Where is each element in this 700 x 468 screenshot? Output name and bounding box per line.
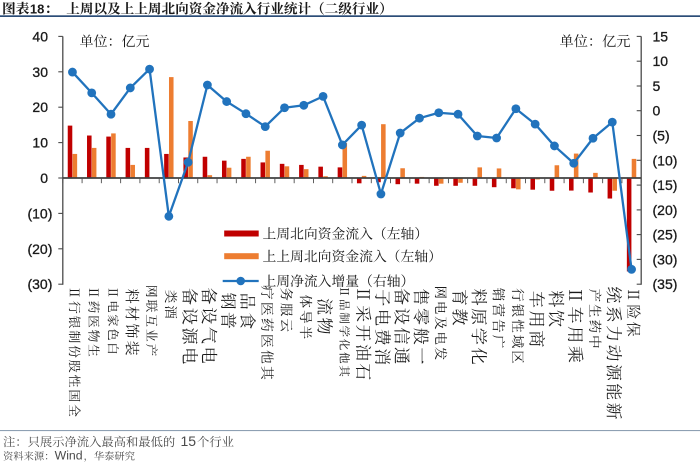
svg-text:10: 10	[653, 53, 669, 69]
svg-text:(5): (5)	[653, 128, 670, 144]
svg-text:15: 15	[181, 433, 197, 449]
svg-text:30: 30	[32, 64, 48, 80]
svg-text:(35): (35)	[653, 276, 678, 292]
svg-text:(30): (30)	[653, 251, 678, 267]
svg-text:(15): (15)	[653, 177, 678, 193]
svg-text:(20): (20)	[653, 202, 678, 218]
svg-text:20: 20	[32, 99, 48, 115]
svg-text:5: 5	[653, 78, 661, 94]
svg-text:Wind: Wind	[55, 449, 83, 463]
svg-text:0: 0	[653, 103, 661, 119]
svg-text:(20): (20)	[27, 241, 52, 257]
svg-text:40: 40	[32, 28, 48, 44]
svg-text:15: 15	[653, 28, 669, 44]
svg-text:0: 0	[40, 170, 48, 186]
svg-text:10: 10	[32, 135, 48, 151]
svg-text:(30): (30)	[27, 276, 52, 292]
svg-text:(10): (10)	[27, 205, 52, 221]
svg-text:18: 18	[30, 1, 44, 16]
svg-text:(25): (25)	[653, 227, 678, 243]
svg-text:(10): (10)	[653, 152, 678, 168]
